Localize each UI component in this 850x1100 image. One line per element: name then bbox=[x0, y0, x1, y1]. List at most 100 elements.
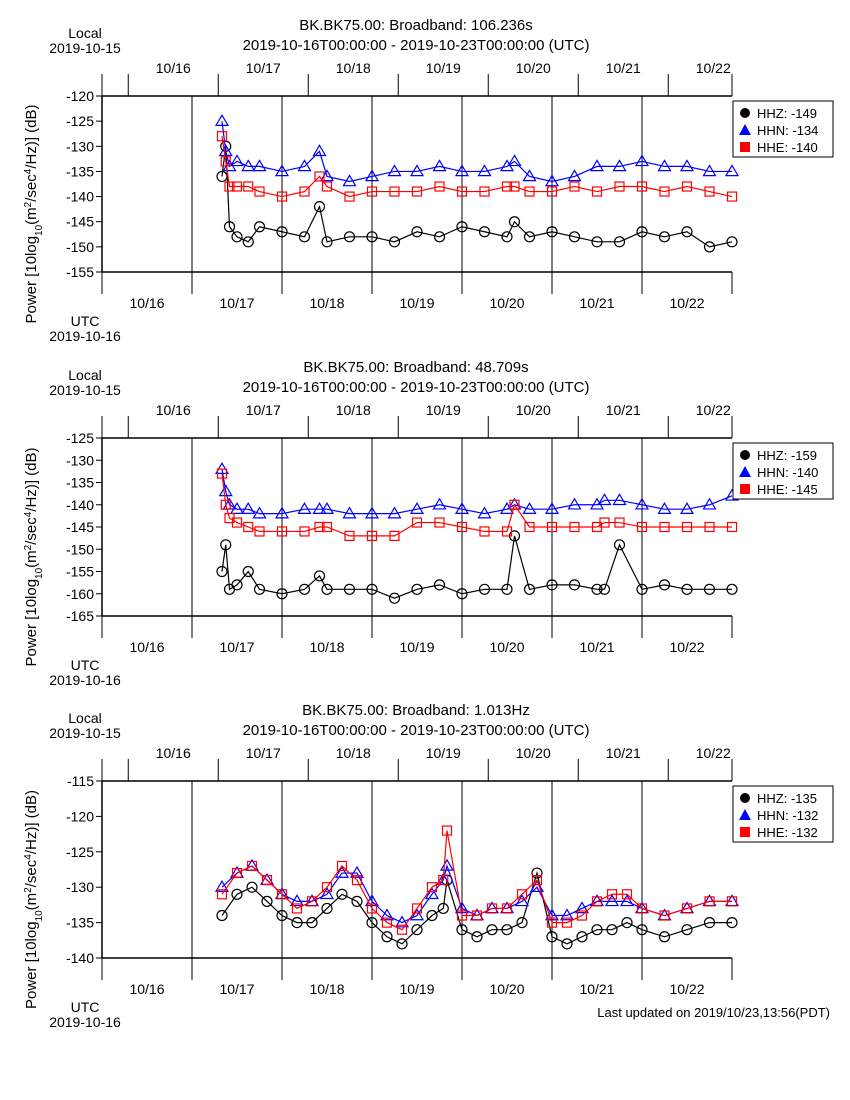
y-axis-label: Power [10log10(m2/sec4/Hz)] (dB) bbox=[23, 447, 45, 666]
data-point-hhe bbox=[389, 530, 400, 542]
utc-tick-label: 10/18 bbox=[309, 981, 344, 997]
local-tick-label: 10/22 bbox=[696, 745, 731, 761]
data-point-hhe bbox=[516, 889, 528, 900]
chart-title: BK.BK75.00: Broadband: 106.236s bbox=[299, 17, 533, 34]
y-tick-label: -160 bbox=[66, 586, 94, 602]
series-line-hhn bbox=[221, 863, 732, 924]
data-point-hhn bbox=[477, 164, 492, 177]
data-point-hhn bbox=[657, 159, 672, 172]
data-point-hhe bbox=[636, 903, 648, 914]
data-point-hhe bbox=[636, 521, 648, 533]
data-point-hhe bbox=[591, 896, 603, 907]
data-point-hhe bbox=[261, 875, 273, 886]
legend-label-hhz: HHZ: -149 bbox=[757, 106, 817, 121]
data-point-hhe bbox=[321, 882, 333, 893]
y-axis-label: Power [10log10(m2/sec4/Hz)] (dB) bbox=[23, 790, 45, 1009]
data-point-hhz bbox=[523, 231, 536, 243]
y-tick-label: -145 bbox=[66, 519, 94, 535]
data-point-hhe bbox=[486, 903, 498, 914]
data-point-hhz bbox=[351, 895, 363, 907]
data-point-hhz bbox=[276, 226, 288, 238]
legend-label-hhn: HHN: -132 bbox=[757, 808, 818, 823]
data-point-hhe bbox=[366, 186, 378, 197]
utc-tick-label: 10/22 bbox=[669, 295, 704, 311]
data-point-hhz bbox=[591, 924, 603, 936]
data-point-hhn bbox=[589, 159, 605, 172]
data-point-hhz bbox=[336, 888, 348, 900]
local-axis-label: Local bbox=[68, 25, 101, 41]
utc-axis-date: 2019-10-16 bbox=[49, 672, 121, 688]
data-point-hhn bbox=[214, 113, 230, 126]
data-point-hhz bbox=[636, 583, 648, 595]
y-tick-label: -130 bbox=[66, 138, 94, 154]
data-point-hhe bbox=[591, 186, 603, 197]
data-point-hhn bbox=[409, 502, 425, 515]
local-tick-label: 10/17 bbox=[246, 745, 281, 761]
utc-tick-label: 10/19 bbox=[399, 639, 434, 655]
data-point-hhn bbox=[319, 502, 335, 515]
data-point-hhe bbox=[614, 181, 625, 192]
y-tick-label: -140 bbox=[66, 189, 94, 205]
data-point-hhz bbox=[523, 583, 536, 595]
y-axis-label: Power [10log10(m2/sec4/Hz)] (dB) bbox=[23, 104, 45, 323]
local-tick-label: 10/20 bbox=[516, 402, 551, 418]
data-point-hhz bbox=[321, 583, 333, 595]
data-point-hhn bbox=[252, 159, 267, 172]
data-point-hhz bbox=[681, 583, 693, 595]
data-point-hhn bbox=[589, 497, 605, 510]
data-point-hhe bbox=[704, 896, 715, 907]
series-hhz bbox=[216, 867, 738, 950]
series-line-hhn bbox=[221, 121, 732, 183]
legend: HHZ: -149 HHN: -134 HHE: -140 bbox=[732, 100, 834, 158]
data-point-hhz bbox=[433, 579, 446, 591]
data-point-hhn bbox=[634, 154, 650, 167]
utc-axis-date: 2019-10-16 bbox=[49, 1014, 121, 1030]
local-tick-label: 10/19 bbox=[426, 402, 461, 418]
data-point-hhn bbox=[297, 159, 312, 172]
data-point-hhn bbox=[544, 502, 560, 515]
y-tick-label: -140 bbox=[66, 497, 94, 513]
data-point-hhe bbox=[426, 882, 438, 893]
data-point-hhz bbox=[216, 170, 228, 183]
data-point-hhn bbox=[612, 159, 627, 172]
data-point-hhe bbox=[659, 186, 670, 197]
data-point-hhz bbox=[471, 931, 483, 943]
data-point-hhe bbox=[321, 521, 333, 533]
legend-label-hhn: HHN: -140 bbox=[757, 465, 818, 480]
y-tick-label: -140 bbox=[66, 950, 94, 966]
data-point-hhz bbox=[388, 236, 401, 248]
data-point-hhe bbox=[561, 917, 573, 928]
data-point-hhz bbox=[366, 916, 378, 929]
y-tick-label: -135 bbox=[66, 915, 94, 931]
legend-label-hhe: HHE: -145 bbox=[757, 482, 818, 497]
data-point-hhe bbox=[411, 517, 423, 528]
data-point-hhz bbox=[313, 570, 326, 582]
data-point-hhz bbox=[216, 565, 228, 578]
data-point-hhz bbox=[253, 583, 266, 595]
data-point-hhe bbox=[546, 521, 558, 533]
data-point-hhn bbox=[252, 506, 267, 519]
data-point-hhn bbox=[394, 915, 410, 928]
series-line-hhn bbox=[221, 469, 733, 515]
data-point-hhz bbox=[726, 236, 738, 248]
data-point-hhe bbox=[681, 903, 693, 914]
data-point-hhe bbox=[306, 896, 318, 907]
local-axis-date: 2019-10-15 bbox=[49, 40, 121, 56]
data-point-hhz bbox=[343, 231, 356, 243]
data-point-hhz bbox=[366, 231, 378, 243]
y-tick-label: -125 bbox=[66, 113, 94, 129]
data-point-hhz bbox=[591, 236, 603, 248]
data-point-hhn bbox=[218, 144, 233, 157]
data-point-hhz bbox=[606, 924, 618, 936]
data-point-hhn bbox=[679, 502, 695, 515]
utc-tick-label: 10/20 bbox=[489, 295, 524, 311]
data-point-hhe bbox=[438, 875, 449, 886]
data-point-hhe bbox=[524, 521, 535, 533]
series-line-hhe bbox=[221, 136, 733, 198]
data-point-hhz bbox=[703, 241, 716, 253]
legend-box bbox=[732, 100, 834, 158]
utc-tick-label: 10/18 bbox=[309, 639, 344, 655]
legend-marker-hhn bbox=[739, 466, 751, 477]
local-tick-label: 10/18 bbox=[336, 402, 371, 418]
data-point-hhz bbox=[231, 579, 243, 591]
